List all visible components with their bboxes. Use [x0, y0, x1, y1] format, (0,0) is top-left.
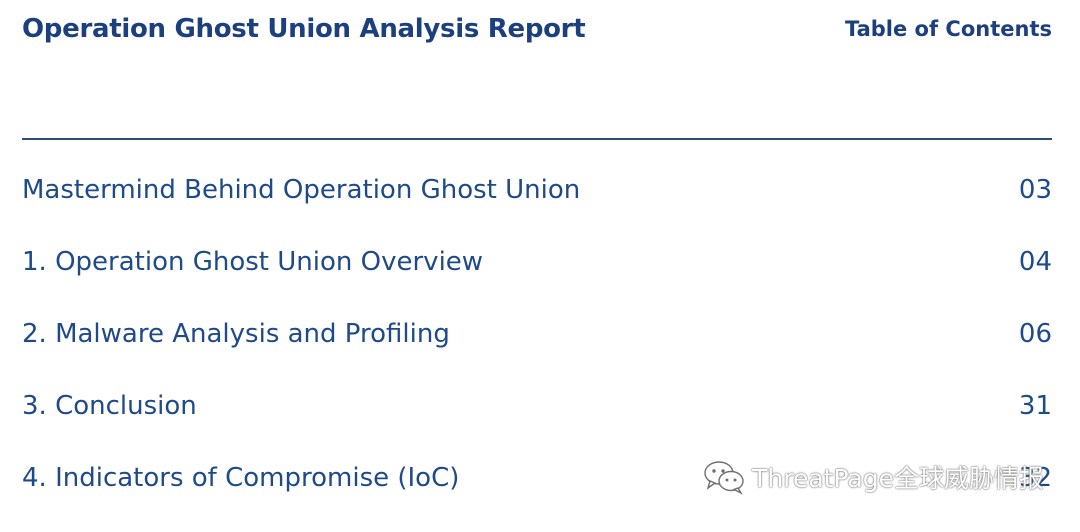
- toc-entry-ioc[interactable]: 4. Indicators of Compromise (IoC) 32: [22, 448, 1052, 520]
- toc-entry-label: 3. Conclusion: [22, 391, 197, 421]
- toc-entry-mastermind[interactable]: Mastermind Behind Operation Ghost Union …: [22, 160, 1052, 232]
- toc-entry-conclusion[interactable]: 3. Conclusion 31: [22, 376, 1052, 448]
- toc-entry-label: 2. Malware Analysis and Profiling: [22, 319, 450, 349]
- toc-entry-label: 4. Indicators of Compromise (IoC): [22, 463, 460, 493]
- watermark: ThreatPage全球威胁情报: [702, 459, 1044, 495]
- toc-entry-page-number: 31: [1018, 391, 1052, 421]
- toc-entry-malware-analysis[interactable]: 2. Malware Analysis and Profiling 06: [22, 304, 1052, 376]
- toc-entry-page-number: 03: [1018, 175, 1052, 205]
- toc-entry-label: Mastermind Behind Operation Ghost Union: [22, 175, 581, 205]
- watermark-text: ThreatPage全球威胁情报: [752, 464, 1044, 493]
- report-title: Operation Ghost Union Analysis Report: [22, 14, 586, 44]
- toc-heading: Table of Contents: [844, 17, 1052, 41]
- wechat-icon: [704, 461, 744, 495]
- toc-entry-page-number: 06: [1018, 319, 1052, 349]
- toc-entry-label: 1. Operation Ghost Union Overview: [22, 247, 484, 277]
- toc-list: Mastermind Behind Operation Ghost Union …: [22, 160, 1052, 520]
- header-divider: [22, 138, 1052, 140]
- toc-entry-overview[interactable]: 1. Operation Ghost Union Overview 04: [22, 232, 1052, 304]
- toc-entry-page-number: 04: [1018, 247, 1052, 277]
- toc-entry-page-number: 32: [1018, 463, 1052, 493]
